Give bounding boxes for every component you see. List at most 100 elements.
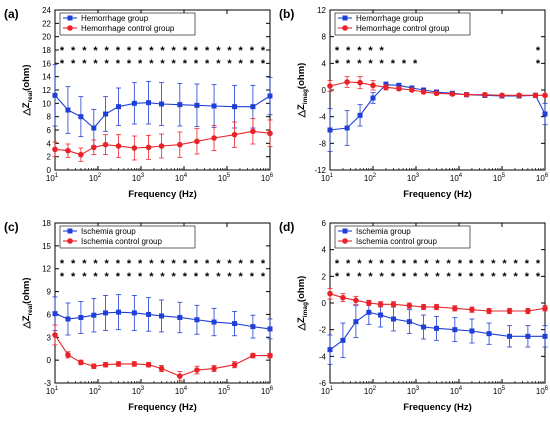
significance-star: *: [380, 58, 385, 70]
x-tick-label: 102: [364, 173, 377, 183]
legend-marker-square: [67, 228, 73, 234]
data-point-circle: [366, 300, 372, 306]
series-line: [329, 311, 545, 351]
x-tick-label: 102: [89, 386, 102, 396]
significance-star: *: [391, 58, 396, 70]
data-point-square: [434, 325, 440, 331]
data-point-square: [211, 103, 217, 109]
legend-label: Ischemia group: [356, 227, 411, 236]
y-tick-label: 0: [322, 86, 327, 95]
x-tick-label: 106: [261, 386, 274, 396]
series-red: [52, 118, 273, 162]
data-point-circle: [158, 365, 165, 372]
x-tick-label: 103: [407, 386, 420, 396]
data-point-circle: [377, 301, 384, 308]
significance-star: *: [491, 258, 496, 270]
y-tick-label: 2: [322, 272, 327, 281]
data-point-circle: [145, 361, 152, 368]
data-point-circle: [532, 92, 539, 99]
significance-star: *: [346, 271, 351, 283]
legend-box: [59, 225, 196, 249]
legend-marker-circle: [67, 25, 73, 31]
data-point-square: [52, 92, 58, 98]
data-point-square: [91, 312, 97, 318]
significance-star: *: [424, 271, 429, 283]
data-point-circle: [211, 135, 217, 141]
significance-star: *: [357, 45, 362, 57]
series-line: [54, 94, 271, 129]
y-tick-label: 18: [42, 219, 51, 228]
legend-marker-circle: [342, 238, 348, 244]
significance-star: *: [335, 45, 340, 57]
y-tick-label: -6: [319, 379, 327, 388]
x-tick-exponent: 6: [545, 386, 549, 392]
data-point-circle: [115, 143, 122, 149]
legend-marker-circle: [342, 25, 348, 31]
significance-star: *: [413, 271, 418, 283]
significance-star: *: [71, 258, 76, 270]
data-point-circle: [486, 308, 492, 314]
significance-star: *: [536, 58, 541, 70]
x-tick-exponent: 5: [502, 386, 506, 392]
data-point-square: [194, 317, 200, 323]
significance-star: *: [368, 45, 373, 57]
significance-star: *: [172, 58, 177, 70]
data-point-circle: [131, 145, 138, 151]
significance-star: *: [116, 45, 121, 57]
data-point-square: [406, 319, 412, 325]
legend-label: Hemorrhage group: [81, 14, 149, 23]
data-point-square: [146, 100, 152, 106]
x-tick-label: 106: [261, 173, 274, 183]
y-tick-label: 12: [317, 6, 326, 15]
x-tick-exponent: 1: [330, 386, 334, 392]
significance-star: *: [71, 271, 76, 283]
x-tick-label: 105: [493, 386, 506, 396]
data-point-square: [486, 331, 492, 337]
data-point-circle: [506, 308, 513, 314]
significance-star: *: [346, 45, 351, 57]
y-tick-label: 6: [322, 219, 327, 228]
significance-star: *: [335, 271, 340, 283]
significance-star: *: [71, 45, 76, 57]
data-point-square: [103, 310, 109, 316]
data-point-square: [78, 314, 84, 320]
significance-star: *: [160, 258, 165, 270]
significance-star: *: [160, 271, 165, 283]
significance-star: *: [138, 258, 143, 270]
x-tick-exponent: 1: [330, 173, 334, 179]
y-axis-label: △Zimag(ohm): [296, 276, 309, 332]
significance-star: *: [216, 271, 221, 283]
legend-box: [334, 12, 471, 36]
y-tick-label: 12: [42, 86, 51, 95]
y-tick-label: 8: [322, 33, 327, 42]
y-tick-label: 2: [47, 153, 52, 162]
significance-star: *: [82, 258, 87, 270]
x-tick-exponent: 2: [373, 173, 377, 179]
significance-star: *: [402, 258, 407, 270]
x-tick-exponent: 4: [459, 386, 463, 392]
legend-marker-circle: [67, 238, 73, 244]
significance-star: *: [82, 45, 87, 57]
x-tick-exponent: 3: [141, 386, 145, 392]
significance-star: *: [194, 258, 199, 270]
significance-star: *: [335, 58, 340, 70]
data-point-square: [78, 114, 84, 120]
significance-star: *: [346, 58, 351, 70]
data-point-circle: [65, 147, 71, 154]
significance-star: *: [93, 45, 98, 57]
panel-4: (d) -6 -4 -2 0 2 4 6 101 102 103 104 105 106 Frequency…: [279, 219, 549, 413]
data-point-square: [211, 319, 217, 325]
significance-star: *: [391, 271, 396, 283]
y-axis-label: △Zreal(ohm): [21, 64, 34, 116]
x-tick-exponent: 2: [98, 386, 102, 392]
x-tick-exponent: 5: [227, 173, 231, 179]
significance-star: *: [514, 271, 519, 283]
x-tick-label: 102: [364, 386, 377, 396]
y-tick-label: 0: [322, 299, 327, 308]
y-axis-label-sub: real: [27, 304, 34, 316]
data-point-circle: [482, 91, 488, 98]
